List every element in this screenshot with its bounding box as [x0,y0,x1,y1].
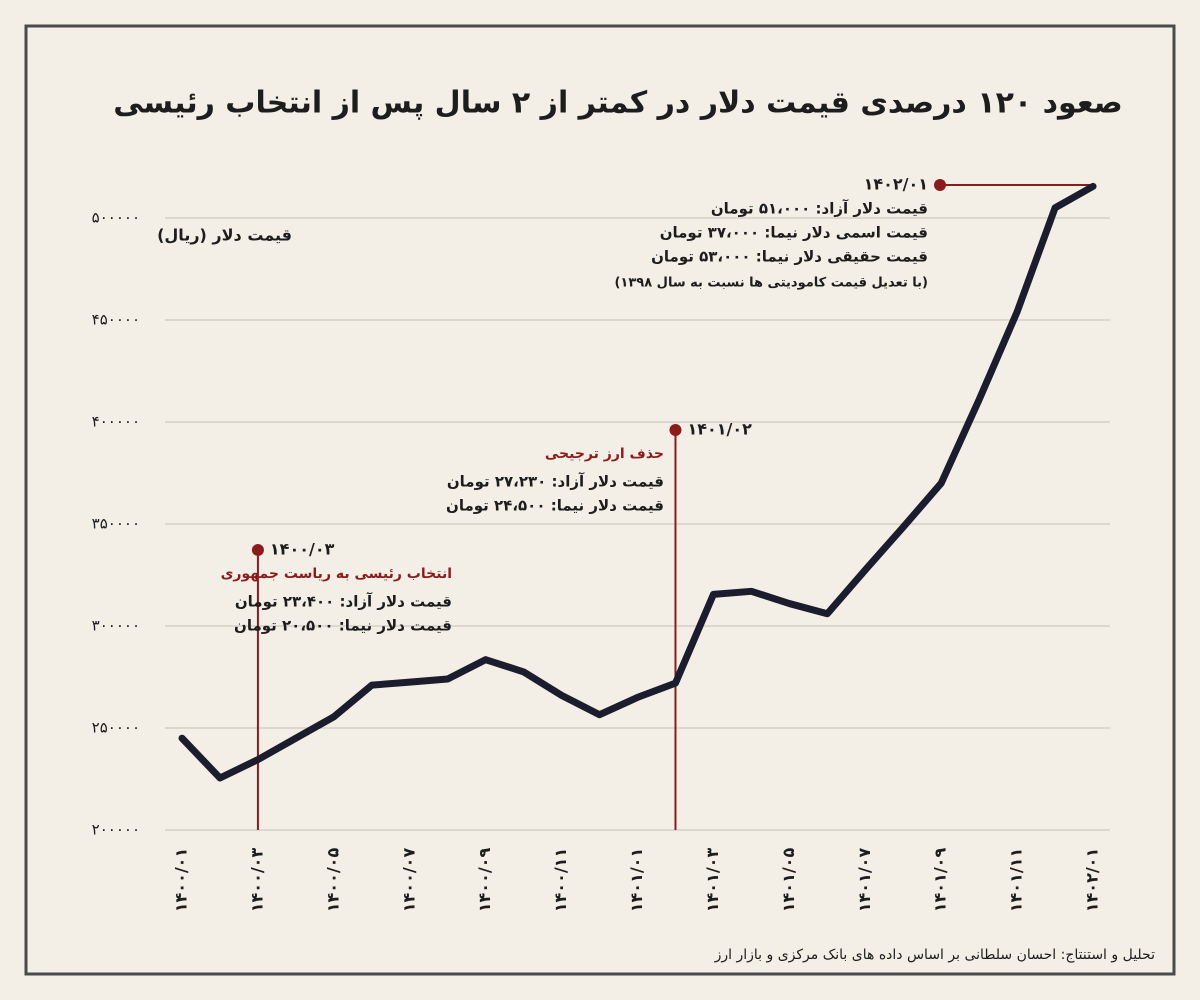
annotation-text: قیمت اسمی دلار نیما: ۳۷،۰۰۰ تومان [660,224,928,242]
x-tick-label: ۱۴۰۲/۰۱ [1083,848,1102,912]
y-tick-label: ۳۰۰۰۰۰ [92,617,140,635]
y-tick-label: ۲۰۰۰۰۰ [92,821,140,839]
y-axis-label: قیمت دلار (ریال) [157,226,292,245]
annotation-dot [251,544,264,556]
annotation-text: قیمت دلار نیما: ۲۴،۵۰۰ تومان [446,497,664,515]
x-tick-label: ۱۴۰۰/۰۵ [323,848,342,913]
annotation-subtitle: انتخاب رئیسی به ریاست جمهوری [221,566,452,582]
annotation-subtitle: حذف ارز ترجیحی [545,446,664,462]
annotation-text: قیمت دلار آزاد: ۵۱،۰۰۰ تومان [711,200,928,218]
x-tick-label: ۱۴۰۰/۰۹ [475,848,494,913]
y-tick-label: ۴۰۰۰۰۰ [92,413,140,431]
annotation-dot [669,424,682,436]
y-tick-label: ۴۵۰۰۰۰ [92,311,140,329]
x-tick-label: ۱۴۰۱/۰۷ [855,848,874,913]
chart-title: صعود ۱۲۰ درصدی قیمت دلار در کمتر از ۲ سا… [113,86,1123,121]
x-tick-label: ۱۴۰۰/۰۱ [172,848,191,912]
x-tick-label: ۱۴۰۱/۰۳ [703,848,722,913]
x-tick-label: ۱۴۰۱/۱۱ [1007,848,1026,912]
annotation-date: ۱۴۰۲/۰۱ [864,175,928,194]
y-tick-label: ۵۰۰۰۰۰ [92,209,140,227]
x-tick-label: ۱۴۰۰/۰۷ [399,848,418,913]
x-tick-label: ۱۴۰۰/۱۱ [551,848,570,912]
annotation-date: ۱۴۰۱/۰۲ [687,420,752,439]
annotation-text: قیمت دلار نیما: ۲۰،۵۰۰ تومان [234,617,452,635]
annotation-text: (با تعدیل قیمت کامودیتی ها نسبت به سال ۱… [614,276,928,291]
y-tick-label: ۲۵۰۰۰۰ [92,719,140,737]
x-tick-label: ۱۴۰۰/۰۳ [247,848,266,913]
x-tick-label: ۱۴۰۱/۰۹ [931,848,950,913]
annotation-text: قیمت دلار آزاد: ۲۷،۲۳۰ تومان [447,473,664,491]
y-tick-label: ۳۵۰۰۰۰ [92,515,140,533]
data-line [178,182,1097,782]
annotation-text: قیمت دلار آزاد: ۲۳،۴۰۰ تومان [235,593,452,611]
x-tick-label: ۱۴۰۱/۰۱ [627,848,646,912]
x-tick-label: ۱۴۰۱/۰۵ [779,848,798,913]
annotation-text: قیمت حقیقی دلار نیما: ۵۳،۰۰۰ تومان [651,248,928,266]
source: تحلیل و استنتاج: احسان سلطانی بر اساس دا… [714,947,1155,963]
annotation-dot [934,179,946,191]
annotation-date: ۱۴۰۰/۰۳ [270,540,335,559]
